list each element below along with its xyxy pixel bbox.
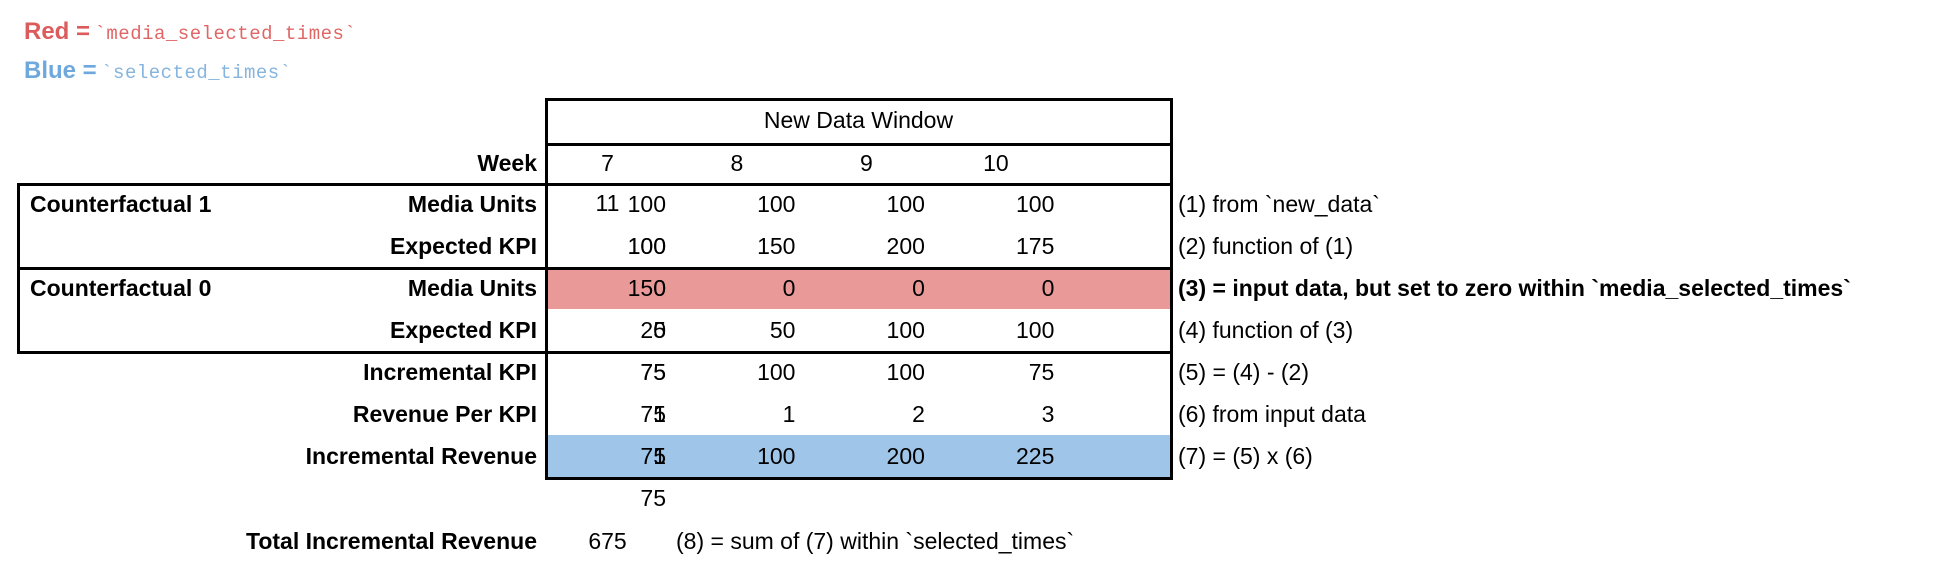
group-bottom-line [17, 351, 1173, 354]
week-row: Week 7 8 9 10 11 [0, 143, 1960, 216]
row-label: Expected KPI [390, 233, 537, 259]
selected-times-highlight [548, 435, 1170, 477]
row-label: Revenue Per KPI [352, 401, 537, 427]
week-values: 7 8 9 10 11 [545, 143, 1170, 216]
week-cell: 9 [860, 150, 873, 176]
row-label: Expected KPI [390, 317, 537, 343]
data-cell: 0 [653, 317, 666, 343]
data-cell: 175 [1015, 233, 1055, 259]
data-cell: 100 [627, 233, 666, 259]
data-cell: 1 [653, 443, 666, 469]
data-cell: 75 [640, 359, 666, 385]
week-cell: 11 [595, 190, 620, 216]
row-annotation: (6) from input data [1178, 401, 1366, 427]
legend-blue-code: `selected_times` [101, 62, 292, 84]
data-cell: 200 [886, 233, 925, 259]
media-selected-times-highlight [548, 270, 1170, 309]
row-values: 100 100 100 100 100 [545, 183, 1170, 259]
table-row: Incremental Revenue 75 100 200 225 75 (7… [0, 435, 1960, 511]
table-row: Media Units 0 0 0 0 0 (3) = input data, … [0, 267, 1960, 343]
legend-red-label: Red = [24, 18, 91, 45]
data-cell: 75 [640, 485, 666, 511]
header-divider-line [545, 143, 1173, 146]
data-cell: 150 [627, 275, 666, 301]
row-values: 75 100 100 75 75 [545, 351, 1170, 427]
data-cell: 75 [640, 443, 666, 469]
data-cell: 75 [640, 401, 666, 427]
data-cell: 100 [757, 443, 796, 469]
row-values: 0 0 0 0 0 [545, 267, 1170, 343]
legend-red-code: `media_selected_times` [94, 23, 357, 45]
table-row: Expected KPI 25 50 100 100 75 (4) functi… [0, 309, 1960, 385]
data-cell: 100 [886, 317, 925, 343]
row-label: Incremental Revenue [305, 443, 537, 469]
row-annotation: (1) from `new_data` [1178, 191, 1380, 217]
row-annotation: (4) function of (3) [1178, 317, 1354, 343]
data-table-frame [545, 98, 1173, 480]
table-row: Revenue Per KPI 1 1 2 3 1 (6) from input… [0, 393, 1960, 469]
group-row-cf1: Counterfactual 1 [0, 183, 1960, 225]
data-cell: 0 [782, 275, 796, 301]
row-annotation: (7) = (5) x (6) [1178, 443, 1313, 469]
group-top-line [17, 183, 1173, 186]
data-cell: 50 [769, 317, 796, 343]
total-label: Total Incremental Revenue [246, 528, 537, 554]
week-cell: 10 [983, 150, 1009, 176]
week-cell: 7 [601, 150, 614, 176]
row-label: Media Units [407, 191, 537, 217]
table-row: Incremental KPI 75 100 100 75 75 (5) = (… [0, 351, 1960, 427]
total-row: Total Incremental Revenue 675 (8) = sum … [0, 524, 1960, 558]
legend-blue: Blue = `selected_times` [24, 55, 292, 87]
row-values: 1 1 2 3 1 [545, 393, 1170, 469]
row-values: 25 50 100 100 75 [545, 309, 1170, 385]
label-box-left-border [17, 183, 20, 354]
table-row: Expected KPI 100 150 200 175 150 (2) fun… [0, 225, 1960, 301]
total-value: 675 [588, 528, 627, 554]
row-annotation: (2) function of (1) [1178, 233, 1354, 259]
row-label: Incremental KPI [363, 359, 537, 385]
data-cell: 100 [627, 191, 666, 217]
week-label: Week [477, 150, 537, 176]
table-header: New Data Window [763, 107, 954, 133]
data-cell: 1 [782, 401, 796, 427]
table-row: Media Units 100 100 100 100 100 (1) from… [0, 183, 1960, 259]
group-label-counterfactual-0: Counterfactual 0 [30, 275, 212, 301]
data-cell: 2 [912, 401, 925, 427]
data-cell: 100 [627, 233, 666, 259]
data-cell: 1 [653, 401, 666, 427]
data-cell: 100 [886, 359, 925, 385]
group-row-cf0: Counterfactual 0 [0, 267, 1960, 309]
data-cell: 150 [757, 233, 796, 259]
group-divider-line [17, 267, 1173, 270]
data-cell: 100 [1015, 191, 1055, 217]
data-cell: 200 [886, 443, 925, 469]
week-cell: 8 [730, 150, 744, 176]
data-cell: 3 [1041, 401, 1055, 427]
data-cell: 0 [653, 275, 666, 301]
row-annotation: (3) = input data, but set to zero within… [1178, 275, 1851, 301]
data-cell: 0 [912, 275, 925, 301]
total-annotation: (8) = sum of (7) within `selected_times` [676, 528, 1075, 554]
data-cell: 75 [640, 359, 666, 385]
row-label: Media Units [407, 275, 537, 301]
data-cell: 0 [1041, 275, 1055, 301]
group-label-counterfactual-1: Counterfactual 1 [30, 191, 212, 217]
data-cell: 100 [1015, 317, 1055, 343]
row-annotation: (5) = (4) - (2) [1178, 359, 1309, 385]
row-values: 100 150 200 175 150 [545, 225, 1170, 301]
legend-red: Red = `media_selected_times` [24, 16, 356, 48]
row-values: 75 100 200 225 75 [545, 435, 1170, 511]
data-cell: 25 [640, 317, 666, 343]
data-cell: 75 [1028, 359, 1055, 385]
data-cell: 100 [757, 359, 796, 385]
data-cell: 100 [757, 191, 796, 217]
data-cell: 100 [886, 191, 925, 217]
legend-blue-label: Blue = [24, 57, 97, 84]
data-cell: 225 [1015, 443, 1055, 469]
